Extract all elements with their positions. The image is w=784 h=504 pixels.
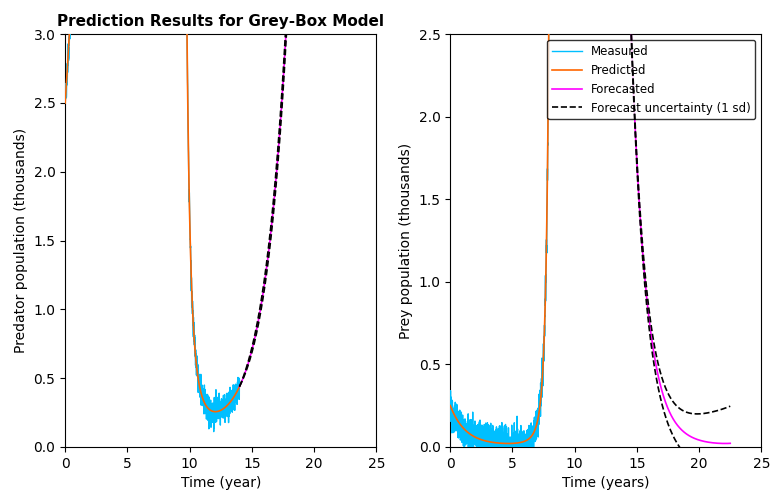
Measured: [524, 439, 534, 446]
Predicted: [503, 440, 513, 447]
Legend: Measured, Predicted, Forecasted, Forecast uncertainty (1 sd): Measured, Predicted, Forecasted, Forecas…: [547, 40, 756, 119]
Predicted: [524, 435, 534, 442]
Measured: [448, 402, 457, 408]
Forecast uncertainty (1 sd): [660, 383, 670, 389]
Forecasted: [698, 438, 707, 444]
Predicted: [492, 440, 502, 446]
Line: Forecasted: Forecasted: [625, 0, 730, 444]
Forecasted: [660, 397, 670, 403]
Measured: [445, 418, 455, 424]
Title: Prediction Results for Grey-Box Model: Prediction Results for Grey-Box Model: [57, 14, 384, 29]
Line: Measured: Measured: [450, 0, 624, 467]
Line: Predicted: Predicted: [450, 0, 624, 444]
Y-axis label: Prey population (thousands): Prey population (thousands): [399, 143, 413, 339]
Forecast uncertainty (1 sd): [725, 403, 735, 409]
Forecasted: [650, 353, 659, 359]
Forecast uncertainty (1 sd): [698, 411, 707, 417]
Forecasted: [725, 440, 735, 447]
Forecasted: [720, 440, 730, 447]
Predicted: [445, 403, 455, 409]
Measured: [492, 430, 502, 436]
Measured: [488, 464, 497, 470]
Forecast uncertainty (1 sd): [692, 411, 702, 417]
Forecast uncertainty (1 sd): [710, 408, 720, 414]
Line: Forecast uncertainty (1 sd): Forecast uncertainty (1 sd): [625, 0, 730, 414]
X-axis label: Time (year): Time (year): [180, 476, 261, 490]
Y-axis label: Predator population (thousands): Predator population (thousands): [14, 128, 28, 353]
Forecast uncertainty (1 sd): [671, 402, 681, 408]
Forecast uncertainty (1 sd): [706, 409, 716, 415]
Forecasted: [671, 420, 681, 426]
Forecasted: [706, 439, 716, 446]
X-axis label: Time (years): Time (years): [562, 476, 649, 490]
Predicted: [448, 407, 457, 413]
Forecast uncertainty (1 sd): [650, 342, 659, 348]
Forecasted: [710, 440, 720, 446]
